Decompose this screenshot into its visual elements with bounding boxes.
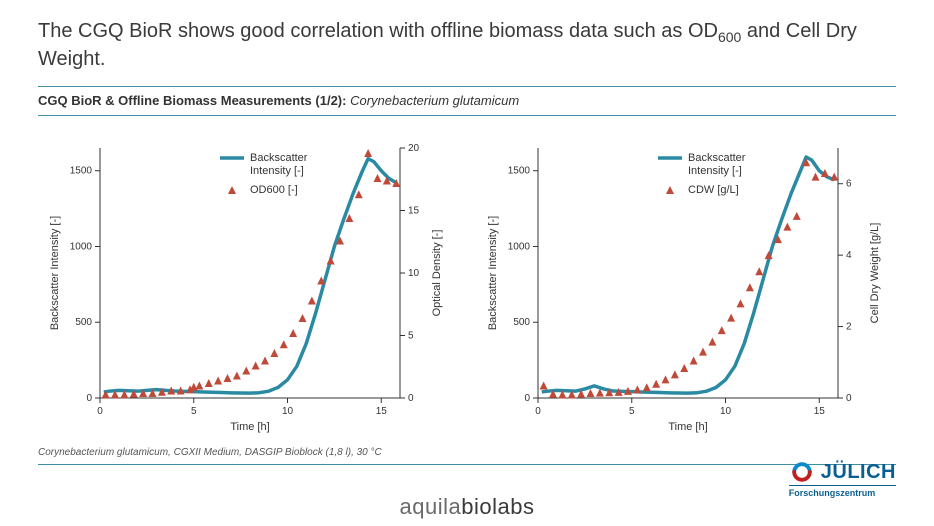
svg-text:Backscatter: Backscatter [250,152,308,164]
svg-text:1000: 1000 [508,242,531,253]
svg-text:Cell Dry Weight [g/L]: Cell Dry Weight [g/L] [869,223,881,324]
svg-text:5: 5 [191,406,197,417]
svg-text:2: 2 [846,322,852,333]
svg-text:500: 500 [75,317,92,328]
headline-sub: 600 [718,29,741,45]
svg-text:0: 0 [86,393,92,404]
svg-text:1500: 1500 [70,166,93,177]
svg-text:Backscatter Intensity [-]: Backscatter Intensity [-] [49,216,61,330]
svg-text:15: 15 [408,206,420,217]
svg-text:1000: 1000 [70,242,93,253]
headline-pre: The CGQ BioR shows good correlation with… [38,20,718,42]
svg-text:0: 0 [846,393,852,404]
headline: The CGQ BioR shows good correlation with… [38,18,896,72]
julich-logo: JÜLICH Forschungszentrum [789,459,896,498]
footnote: Corynebacterium glutamicum, CGXII Medium… [38,447,896,465]
svg-text:20: 20 [408,143,420,154]
svg-text:Backscatter: Backscatter [688,152,746,164]
svg-text:1500: 1500 [508,166,531,177]
svg-text:6: 6 [846,179,852,190]
aquila-b: biolabs [461,494,534,519]
subtitle-prefix: CGQ BioR & Offline Biomass Measurements … [38,93,350,108]
svg-text:OD600 [-]: OD600 [-] [250,184,298,196]
subtitle-bar: CGQ BioR & Offline Biomass Measurements … [38,86,896,116]
svg-text:5: 5 [629,406,635,417]
aquila-a: aquila [400,494,462,519]
svg-text:CDW [g/L]: CDW [g/L] [688,184,739,196]
svg-text:10: 10 [408,268,420,279]
svg-text:Time [h]: Time [h] [230,421,269,433]
svg-text:0: 0 [97,406,103,417]
svg-text:Intensity [-]: Intensity [-] [250,165,304,177]
svg-text:0: 0 [408,393,414,404]
svg-text:15: 15 [376,406,388,417]
julich-name: JÜLICH [821,461,896,484]
svg-text:15: 15 [814,406,826,417]
svg-text:0: 0 [524,393,530,404]
chart-od600: 0 5 10 15 0 500 1000 1500 0 5 10 15 20 Time [h] Backsc… [38,120,458,445]
chart-cdw: 0 5 10 15 0 500 1000 1500 0 2 4 6 Time [h] Backscatte… [476,120,896,445]
subtitle-species: Corynebacterium glutamicum [350,93,519,108]
svg-text:10: 10 [720,406,732,417]
svg-text:Optical Density [-]: Optical Density [-] [431,230,443,317]
svg-text:10: 10 [282,406,294,417]
svg-text:0: 0 [535,406,541,417]
svg-text:500: 500 [513,317,530,328]
svg-text:5: 5 [408,331,414,342]
svg-text:4: 4 [846,250,852,261]
svg-text:Time [h]: Time [h] [668,421,707,433]
svg-text:Backscatter Intensity [-]: Backscatter Intensity [-] [487,216,499,330]
aquila-logo: aquilabiolabs [0,494,934,520]
svg-text:Intensity [-]: Intensity [-] [688,165,742,177]
julich-icon [789,459,815,485]
